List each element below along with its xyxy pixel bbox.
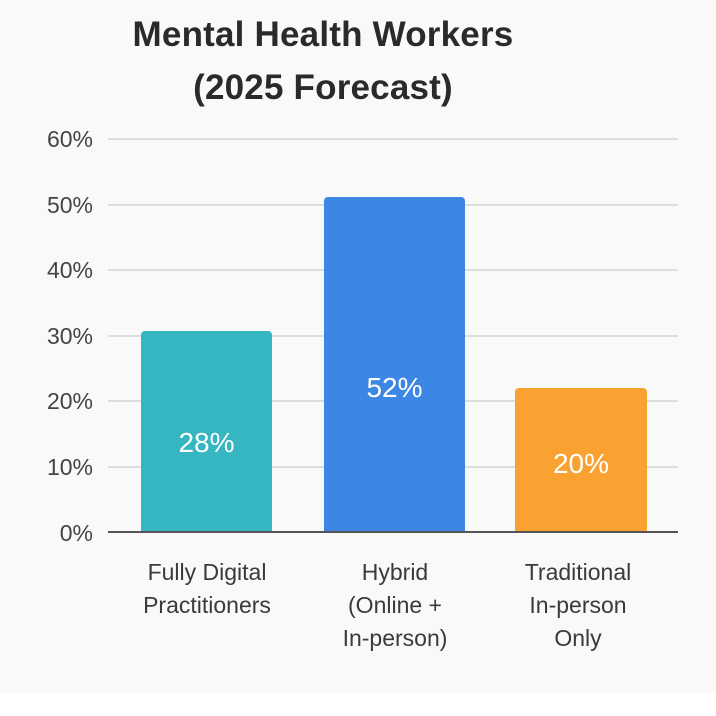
x-label-fully-digital: Fully Digital Practitioners (116, 556, 298, 622)
x-label-line: In-person (529, 592, 627, 618)
chart-canvas: Mental Health Workers (2025 Forecast) 60… (46, 15, 678, 655)
x-label-line: (Online + (348, 592, 442, 618)
y-tick-label-10: 10% (46, 454, 93, 480)
x-label-line: Traditional (524, 559, 632, 585)
bar-value-label: 52% (366, 372, 423, 403)
gridline-60 (108, 138, 678, 140)
chart-title-line-2: (2025 Forecast) (193, 68, 453, 107)
y-tick-label-50: 50% (46, 192, 93, 218)
bar-traditional: 20% (515, 388, 647, 532)
x-label-traditional: Traditional In-person Only (487, 556, 669, 655)
bar-value-label: 20% (552, 448, 610, 479)
x-axis-line (108, 531, 678, 533)
x-label-line: Fully Digital (147, 559, 267, 585)
x-label-line: Hybrid (361, 559, 429, 585)
x-label-line: In-person) (342, 625, 448, 651)
x-label-line: Practitioners (143, 592, 271, 618)
x-label-line: Only (554, 625, 602, 651)
bar-value-label: 28% (178, 427, 235, 458)
bar-fully-digital: 28% (141, 331, 272, 532)
y-tick-label-30: 30% (46, 323, 93, 349)
y-tick-label-40: 40% (46, 257, 93, 283)
y-tick-label-60: 60% (46, 126, 93, 152)
chart-title-line-1: Mental Health Workers (132, 15, 514, 54)
y-tick-label-20: 20% (46, 388, 93, 414)
y-tick-label-0: 0% (59, 520, 93, 546)
bar-hybrid: 52% (324, 197, 465, 532)
x-label-hybrid: Hybrid (Online + In-person) (304, 556, 486, 655)
